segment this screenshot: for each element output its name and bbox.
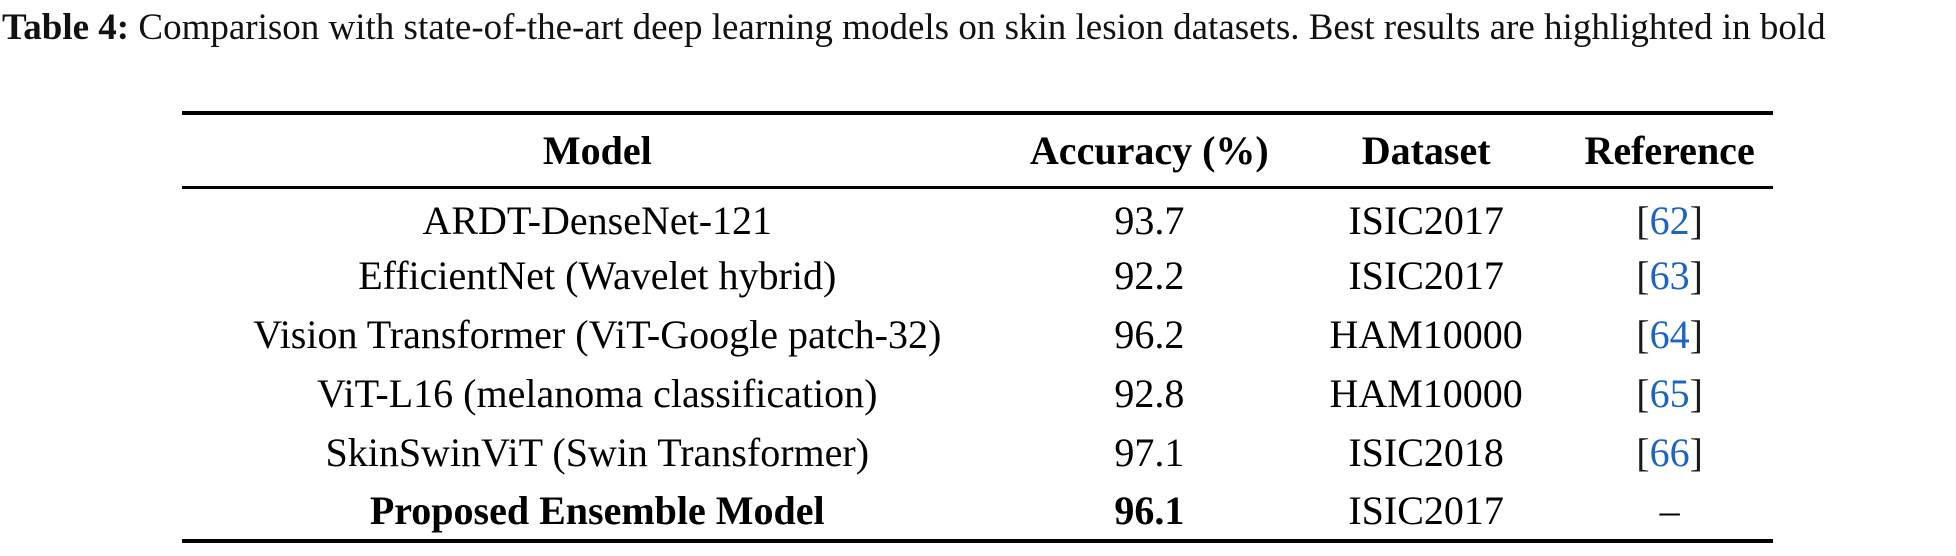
reference-link[interactable]: 65 <box>1649 371 1690 416</box>
reference-cell: [65] <box>1566 364 1773 423</box>
table-row: ARDT-DenseNet-121 93.7 ISIC2017 [62] <box>182 187 1773 246</box>
reference-cell: [63] <box>1566 246 1773 305</box>
reference-link[interactable]: 63 <box>1649 253 1690 298</box>
column-header-accuracy: Accuracy (%) <box>1012 113 1287 189</box>
reference-cell: – <box>1566 482 1773 541</box>
accuracy-cell: 93.7 <box>1114 197 1185 243</box>
model-cell: Vision Transformer (ViT-Google patch-32) <box>253 312 942 357</box>
bracket-open: [ <box>1636 312 1650 357</box>
bracket-close: ] <box>1689 371 1703 416</box>
table-header: Model Accuracy (%) Dataset Reference <box>182 113 1773 189</box>
reference-cell: [62] <box>1566 187 1773 246</box>
bracket-open: [ <box>1636 371 1650 416</box>
table-row: SkinSwinViT (Swin Transformer) 97.1 ISIC… <box>182 423 1773 482</box>
bracket-open: [ <box>1636 197 1650 243</box>
bracket-open: [ <box>1636 253 1650 298</box>
dataset-cell: HAM10000 <box>1329 371 1523 416</box>
table-caption-text: Comparison with state-of-the-art deep le… <box>129 7 1826 48</box>
accuracy-cell: 96.1 <box>1114 488 1185 533</box>
bracket-close: ] <box>1689 197 1703 243</box>
reference-cell: [64] <box>1566 305 1773 364</box>
dataset-cell: HAM10000 <box>1329 312 1523 357</box>
table-row: ViT-L16 (melanoma classification) 92.8 H… <box>182 364 1773 423</box>
table-caption: Table 4: Comparison with state-of-the-ar… <box>2 4 1954 52</box>
accuracy-cell: 97.1 <box>1114 430 1185 475</box>
reference-link[interactable]: 62 <box>1649 197 1690 243</box>
table-caption-label: Table 4: <box>2 7 130 48</box>
header-row: Model Accuracy (%) Dataset Reference <box>182 113 1773 189</box>
column-header-reference: Reference <box>1566 113 1773 189</box>
model-cell: SkinSwinViT (Swin Transformer) <box>325 430 870 475</box>
accuracy-cell: 96.2 <box>1114 312 1185 357</box>
bracket-open: [ <box>1636 430 1650 475</box>
table-row: EfficientNet (Wavelet hybrid) 92.2 ISIC2… <box>182 246 1773 305</box>
accuracy-cell: 92.2 <box>1114 253 1185 298</box>
dataset-cell: ISIC2018 <box>1348 430 1504 475</box>
model-cell: Proposed Ensemble Model <box>369 488 825 533</box>
dataset-cell: ISIC2017 <box>1348 488 1504 533</box>
reference-link[interactable]: 66 <box>1649 430 1690 475</box>
accuracy-cell: 92.8 <box>1114 371 1185 416</box>
comparison-table: Model Accuracy (%) Dataset Reference ARD… <box>182 111 1773 543</box>
table-row-proposed-best: Proposed Ensemble Model 96.1 ISIC2017 – <box>182 482 1773 541</box>
table-row: Vision Transformer (ViT-Google patch-32)… <box>182 305 1773 364</box>
bracket-close: ] <box>1689 253 1703 298</box>
bracket-close: ] <box>1689 312 1703 357</box>
model-cell: ViT-L16 (melanoma classification) <box>317 371 878 416</box>
dataset-cell: ISIC2017 <box>1348 197 1504 243</box>
column-header-dataset: Dataset <box>1286 113 1567 189</box>
model-cell: EfficientNet (Wavelet hybrid) <box>358 253 837 298</box>
reference-cell: [66] <box>1566 423 1773 482</box>
reference-link[interactable]: 64 <box>1649 312 1690 357</box>
dataset-cell: ISIC2017 <box>1348 253 1504 298</box>
bracket-close: ] <box>1689 430 1703 475</box>
no-reference-dash: – <box>1659 488 1680 533</box>
model-cell: ARDT-DenseNet-121 <box>422 197 773 243</box>
table-body: ARDT-DenseNet-121 93.7 ISIC2017 [62] Eff… <box>182 187 1773 541</box>
column-header-model: Model <box>182 113 1013 189</box>
